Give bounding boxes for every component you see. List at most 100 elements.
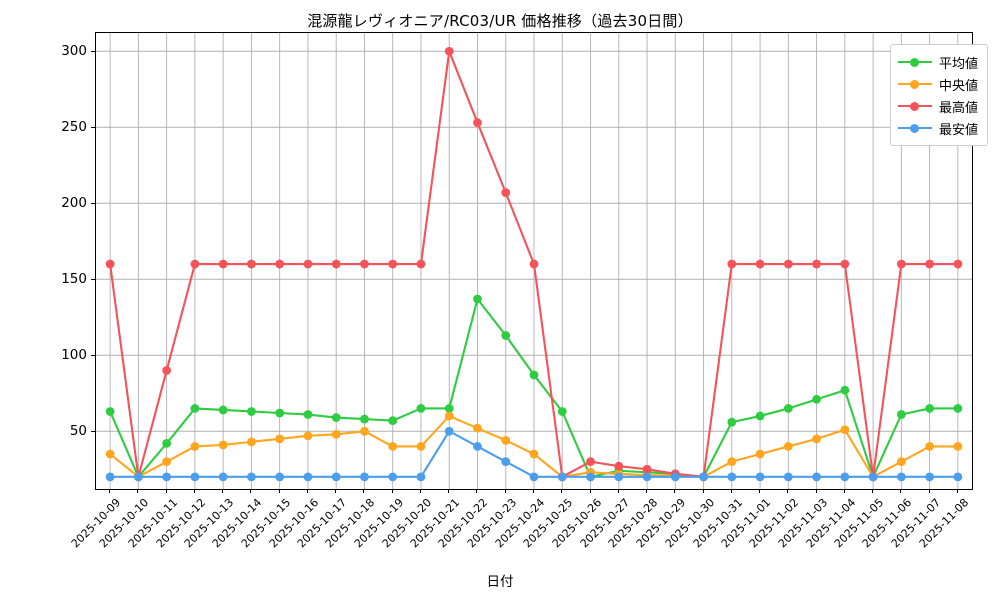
x-tick-mark <box>250 489 252 493</box>
y-tick-label: 100 <box>61 347 87 364</box>
chart-title: 混源龍レヴィオニア/RC03/UR 価格推移（過去30日間） <box>307 12 693 30</box>
data-point <box>218 440 228 450</box>
legend-label: 最安値 <box>938 122 978 138</box>
data-point <box>388 442 398 451</box>
data-point <box>896 410 906 419</box>
data-point <box>642 472 652 482</box>
data-point <box>783 259 793 269</box>
legend-item[interactable]: 平均値 <box>897 51 978 73</box>
y-tick-label: 150 <box>61 271 87 288</box>
data-point <box>444 404 454 413</box>
data-point <box>755 411 765 421</box>
data-point <box>953 404 963 413</box>
y-tick-mark <box>91 431 95 433</box>
x-tick-mark <box>730 489 732 493</box>
data-point <box>360 259 369 269</box>
data-point <box>105 259 115 269</box>
x-tick-mark <box>533 489 534 493</box>
data-point <box>953 259 963 269</box>
data-point <box>275 434 285 444</box>
x-tick-mark <box>363 489 365 493</box>
data-point <box>190 404 200 413</box>
data-point <box>896 259 906 269</box>
y-tick-label: 250 <box>61 119 87 136</box>
data-point <box>162 472 172 482</box>
x-tick-mark <box>843 489 845 493</box>
data-point <box>501 457 511 467</box>
y-tick-label: 300 <box>61 43 87 60</box>
data-point <box>473 118 482 128</box>
legend-swatch-icon <box>897 100 932 112</box>
data-point <box>529 472 539 482</box>
data-point <box>190 472 200 482</box>
data-point <box>840 259 850 269</box>
data-point <box>416 259 426 269</box>
x-tick-mark <box>702 489 704 493</box>
data-point <box>275 472 285 482</box>
data-point <box>896 457 906 467</box>
legend-label: 平均値 <box>938 56 978 72</box>
legend-label: 中央値 <box>938 78 978 94</box>
data-point <box>275 259 285 269</box>
data-point <box>473 442 482 451</box>
data-point <box>331 429 341 439</box>
data-point <box>727 472 737 482</box>
data-point <box>275 408 285 418</box>
data-point <box>388 259 398 269</box>
data-point <box>247 259 256 269</box>
data-point <box>812 394 821 404</box>
x-tick-mark <box>165 489 167 493</box>
x-tick-mark <box>504 489 506 493</box>
data-point <box>162 439 172 448</box>
x-tick-mark <box>589 489 591 493</box>
x-tick-mark <box>956 489 958 493</box>
data-point <box>586 472 595 482</box>
legend-item[interactable]: 中央値 <box>897 73 978 95</box>
x-tick-mark <box>222 489 224 493</box>
x-tick-mark <box>391 489 393 493</box>
x-tick-mark <box>928 489 930 493</box>
data-point <box>925 404 935 413</box>
legend-item[interactable]: 最安値 <box>897 117 978 139</box>
data-point <box>557 472 567 482</box>
x-tick-mark <box>419 489 421 493</box>
data-point <box>670 472 680 482</box>
data-point <box>444 46 454 56</box>
data-point <box>614 472 624 482</box>
data-point <box>755 449 765 459</box>
data-point <box>840 385 850 395</box>
data-point <box>727 259 737 269</box>
data-point <box>812 259 821 269</box>
data-point <box>162 457 172 467</box>
x-tick-mark <box>787 489 789 493</box>
x-tick-mark <box>900 489 902 493</box>
y-tick-mark <box>91 279 95 281</box>
data-point <box>331 472 341 482</box>
data-point <box>925 442 935 451</box>
data-point <box>303 431 313 441</box>
data-point <box>360 414 369 424</box>
data-point <box>529 259 539 269</box>
data-point <box>953 472 963 482</box>
data-point <box>105 472 115 482</box>
legend-item[interactable]: 最高値 <box>897 95 978 117</box>
legend-swatch-icon <box>897 78 932 90</box>
data-point <box>925 259 935 269</box>
data-point <box>557 407 567 416</box>
data-point <box>360 426 369 436</box>
data-point <box>727 417 737 427</box>
data-point <box>473 294 482 304</box>
data-point <box>247 437 256 447</box>
data-point <box>783 404 793 413</box>
data-point <box>218 472 228 482</box>
legend-label: 最高値 <box>938 100 978 116</box>
data-point <box>303 472 313 482</box>
chart-legend: 平均値中央値最高値最安値 <box>889 44 988 146</box>
data-point <box>868 472 878 482</box>
data-point <box>473 423 482 433</box>
data-point <box>388 472 398 482</box>
x-tick-mark <box>674 489 676 493</box>
data-point <box>755 472 765 482</box>
data-point <box>388 416 398 425</box>
data-point <box>727 457 737 467</box>
